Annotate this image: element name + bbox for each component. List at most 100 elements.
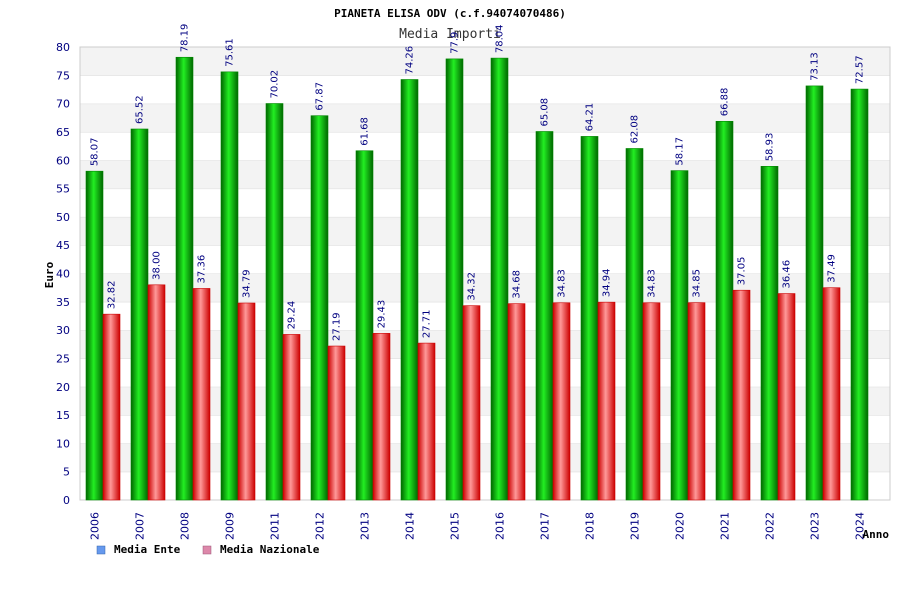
plot-frame bbox=[79, 46, 891, 501]
y-tick-label: 65 bbox=[56, 126, 70, 139]
data-label: 27.71 bbox=[422, 309, 433, 338]
bar-ente-2021 bbox=[715, 120, 734, 501]
bar-ente-2008 bbox=[175, 56, 194, 501]
bar-ente-2020 bbox=[670, 170, 689, 501]
y-tick-label: 15 bbox=[56, 409, 70, 422]
legend-swatch-ente bbox=[96, 545, 106, 555]
grid-band bbox=[80, 330, 890, 359]
legend: Media Ente Media Nazionale bbox=[96, 543, 320, 556]
grid-band bbox=[80, 301, 890, 331]
bar-nazionale-2023 bbox=[822, 287, 841, 501]
x-tick-label: 2015 bbox=[449, 512, 462, 540]
x-tick-label: 2008 bbox=[179, 512, 192, 540]
data-label: 29.24 bbox=[287, 301, 298, 330]
bar-nazionale-2008 bbox=[192, 288, 211, 501]
data-label: 34.83 bbox=[647, 269, 658, 298]
bar-nazionale-2016 bbox=[507, 303, 526, 501]
bar-nazionale-2018 bbox=[597, 301, 616, 501]
grid-band bbox=[80, 160, 890, 189]
x-tick-label: 2006 bbox=[89, 512, 102, 540]
bar-ente-2012 bbox=[310, 115, 329, 501]
y-axis-label: Euro bbox=[43, 261, 56, 288]
data-label: 27.19 bbox=[332, 312, 343, 341]
grid-band bbox=[80, 103, 890, 132]
bar-ente-2022 bbox=[760, 166, 779, 501]
y-axis-ticks: 0 5 10 15 20 25 30 35 40 45 50 55 60 65 70 75 80 bbox=[56, 41, 70, 507]
bar-nazionale-2009 bbox=[237, 302, 256, 501]
x-tick-label: 2023 bbox=[809, 512, 822, 540]
x-tick-label: 2012 bbox=[314, 512, 327, 540]
data-label: 65.52 bbox=[135, 95, 146, 124]
grid-band bbox=[80, 443, 890, 472]
bar-ente-2024 bbox=[850, 88, 869, 501]
data-label: 34.85 bbox=[692, 269, 703, 298]
data-label: 74.26 bbox=[405, 46, 416, 75]
y-tick-label: 75 bbox=[56, 69, 70, 82]
bar-nazionale-2012 bbox=[327, 345, 346, 501]
y-tick-label: 10 bbox=[56, 437, 70, 450]
data-label: 37.36 bbox=[197, 255, 208, 284]
data-label: 78.04 bbox=[495, 24, 506, 53]
data-label: 32.82 bbox=[107, 281, 118, 310]
bar-nazionale-2022 bbox=[777, 293, 796, 501]
grid-band bbox=[80, 415, 890, 444]
grid-bands bbox=[79, 46, 891, 501]
data-label: 61.68 bbox=[360, 117, 371, 146]
grid-band bbox=[80, 273, 890, 302]
data-label: 78.19 bbox=[180, 24, 191, 53]
grid-band bbox=[80, 358, 890, 387]
bar-ente-2018 bbox=[580, 136, 599, 501]
data-label: 37.49 bbox=[827, 254, 838, 283]
bars: 58.07 32.82 65.52 38.00 78.19 37.36 75.61 34.79… bbox=[85, 24, 869, 501]
data-label: 36.46 bbox=[782, 260, 793, 289]
bar-ente-2009 bbox=[220, 71, 239, 501]
grid-band bbox=[80, 386, 890, 416]
y-tick-label: 50 bbox=[56, 211, 70, 224]
legend-label-nazionale: Media Nazionale bbox=[220, 543, 320, 556]
x-tick-label: 2019 bbox=[629, 512, 642, 540]
x-tick-label: 2014 bbox=[404, 512, 417, 540]
legend-label-ente: Media Ente bbox=[114, 543, 181, 556]
y-tick-label: 60 bbox=[56, 154, 70, 167]
y-tick-label: 0 bbox=[63, 494, 70, 507]
data-label: 34.68 bbox=[512, 270, 523, 299]
x-tick-label: 2016 bbox=[494, 512, 507, 540]
x-tick-label: 2013 bbox=[359, 512, 372, 540]
data-label: 64.21 bbox=[585, 103, 596, 132]
y-tick-label: 70 bbox=[56, 98, 70, 111]
x-tick-label: 2021 bbox=[719, 512, 732, 540]
data-label: 29.43 bbox=[377, 300, 388, 329]
grid-band bbox=[80, 47, 890, 76]
y-tick-label: 35 bbox=[56, 296, 70, 309]
data-label: 34.94 bbox=[602, 269, 613, 298]
data-label: 67.87 bbox=[315, 82, 326, 111]
x-axis-ticks: 2006 2007 2008 2009 2011 2012 2013 2014 2015 2016… bbox=[89, 512, 867, 540]
data-label: 38.00 bbox=[152, 251, 163, 280]
grid-band bbox=[80, 188, 890, 217]
y-tick-label: 80 bbox=[56, 41, 70, 54]
bar-nazionale-2015 bbox=[462, 305, 481, 501]
x-tick-label: 2022 bbox=[764, 512, 777, 540]
data-label: 75.61 bbox=[225, 38, 236, 67]
data-label: 65.08 bbox=[540, 98, 551, 127]
y-tick-label: 45 bbox=[56, 239, 70, 252]
bar-ente-2011 bbox=[265, 103, 284, 501]
data-label: 58.93 bbox=[765, 133, 776, 162]
x-tick-label: 2009 bbox=[224, 512, 237, 540]
chart-subtitle: Media Importi bbox=[399, 27, 501, 42]
x-tick-label: 2007 bbox=[134, 512, 147, 540]
bar-ente-2007 bbox=[130, 128, 149, 501]
bar-nazionale-2017 bbox=[552, 302, 571, 501]
data-label: 62.08 bbox=[630, 115, 641, 144]
grid-band bbox=[80, 75, 890, 104]
data-label: 34.83 bbox=[557, 269, 568, 298]
bar-ente-2016 bbox=[490, 57, 509, 501]
bar-nazionale-2006 bbox=[102, 313, 121, 501]
data-label: 34.79 bbox=[242, 269, 253, 298]
bar-nazionale-2011 bbox=[282, 334, 301, 501]
x-tick-label: 2011 bbox=[269, 512, 282, 540]
y-tick-label: 40 bbox=[56, 268, 70, 281]
x-tick-label: 2020 bbox=[674, 512, 687, 540]
y-tick-label: 20 bbox=[56, 381, 70, 394]
